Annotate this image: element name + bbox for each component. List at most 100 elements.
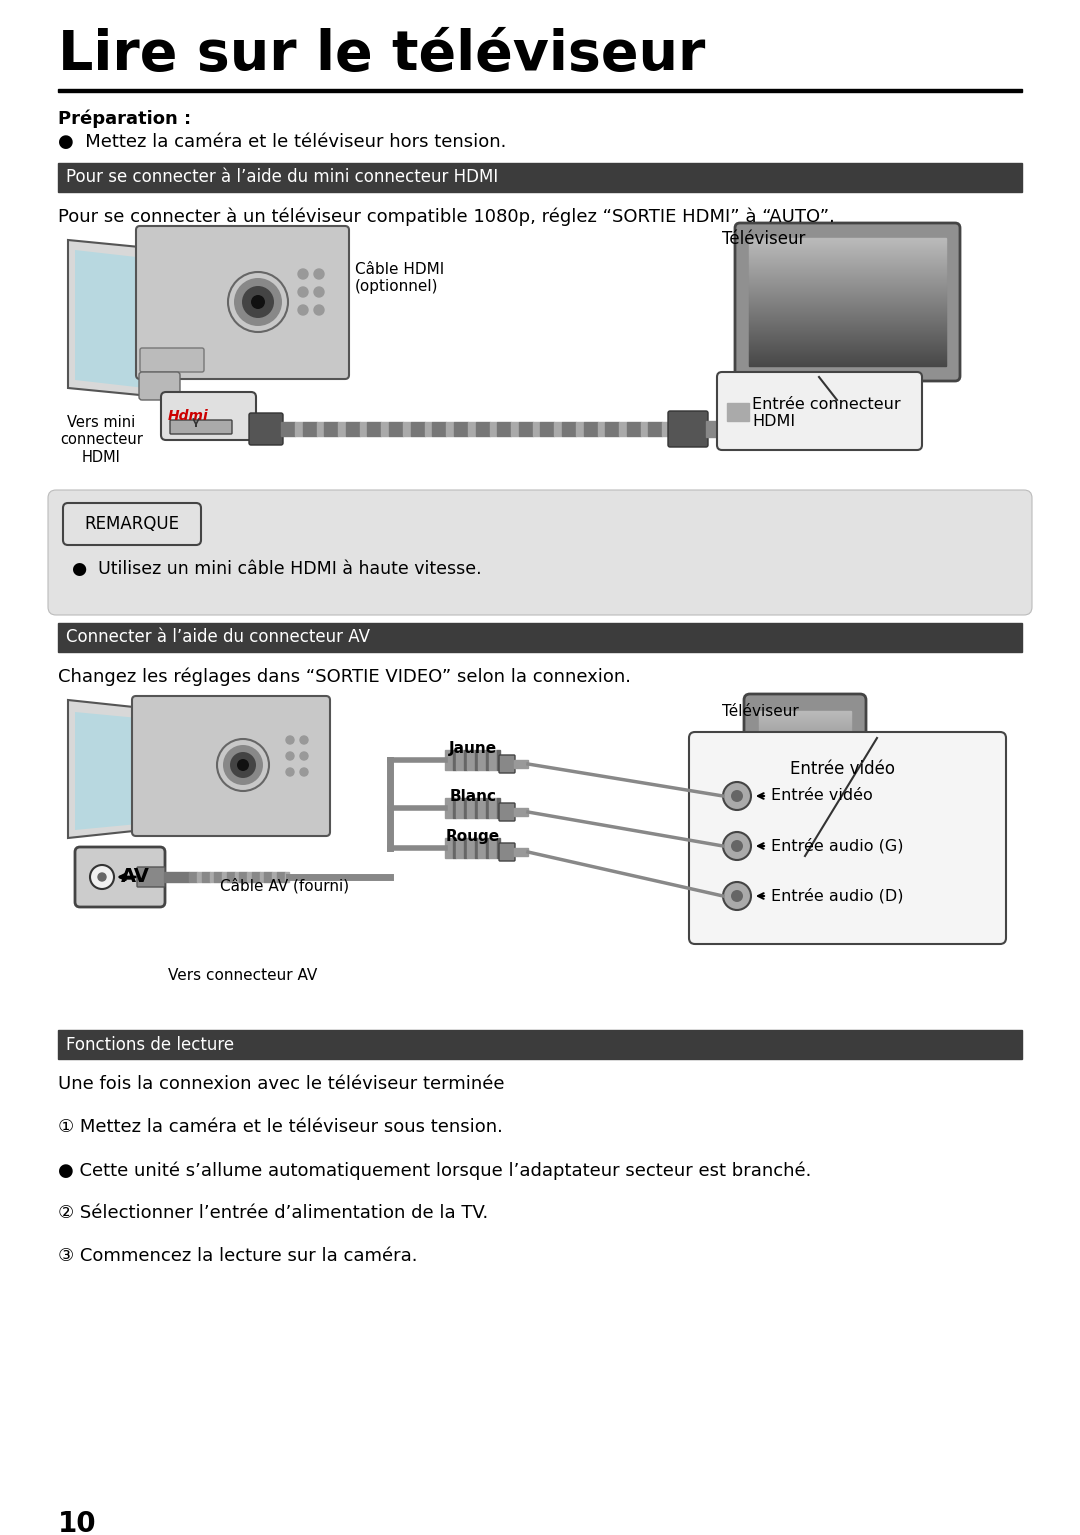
Polygon shape <box>68 239 150 396</box>
Bar <box>247 872 252 883</box>
Text: Entrée vidéo: Entrée vidéo <box>771 789 873 803</box>
FancyBboxPatch shape <box>140 348 204 371</box>
Bar <box>202 872 210 883</box>
Bar <box>576 422 583 436</box>
Bar <box>464 838 467 858</box>
Text: Fonctions de lecture: Fonctions de lecture <box>66 1036 234 1053</box>
Text: Connecter à l’aide du connecteur AV: Connecter à l’aide du connecteur AV <box>66 628 370 646</box>
FancyBboxPatch shape <box>170 421 232 434</box>
Text: ③ Commencez la lecture sur la caméra.: ③ Commencez la lecture sur la caméra. <box>58 1246 418 1265</box>
Circle shape <box>300 752 308 760</box>
FancyBboxPatch shape <box>161 391 256 441</box>
Circle shape <box>314 269 324 279</box>
Text: Hdmi: Hdmi <box>167 408 208 424</box>
Bar <box>58 1030 1022 1059</box>
Bar <box>540 422 554 436</box>
Bar <box>626 422 640 436</box>
Bar <box>727 404 750 421</box>
FancyBboxPatch shape <box>689 732 1005 944</box>
Circle shape <box>242 286 274 318</box>
Bar <box>324 422 338 436</box>
Bar <box>454 422 468 436</box>
Bar <box>829 371 865 385</box>
Polygon shape <box>68 700 143 838</box>
Bar <box>619 422 626 436</box>
FancyBboxPatch shape <box>669 411 708 447</box>
Text: Jaune: Jaune <box>449 741 497 757</box>
Bar <box>239 872 247 883</box>
Circle shape <box>314 305 324 315</box>
Text: Câble HDMI
(optionnel): Câble HDMI (optionnel) <box>355 262 444 295</box>
Circle shape <box>222 744 264 784</box>
Bar <box>554 422 562 436</box>
Bar <box>295 422 302 436</box>
Bar <box>497 798 500 818</box>
Polygon shape <box>75 250 145 388</box>
Bar <box>497 751 500 771</box>
Bar <box>478 798 486 818</box>
Bar <box>489 838 497 858</box>
Bar <box>467 838 475 858</box>
Bar <box>780 849 831 857</box>
Bar <box>475 751 478 771</box>
Bar <box>489 751 497 771</box>
Bar <box>478 751 486 771</box>
Bar <box>222 872 227 883</box>
Bar <box>532 422 540 436</box>
Circle shape <box>286 768 294 777</box>
Text: Entrée audio (G): Entrée audio (G) <box>771 838 904 853</box>
Circle shape <box>230 752 256 778</box>
Text: Câble AV (fourni): Câble AV (fourni) <box>220 878 349 893</box>
Text: Entrée vidéo: Entrée vidéo <box>789 760 895 778</box>
Bar <box>316 422 324 436</box>
FancyBboxPatch shape <box>499 843 515 861</box>
Bar <box>58 163 1022 192</box>
Bar <box>276 872 285 883</box>
FancyBboxPatch shape <box>499 803 515 821</box>
Text: Téléviseur: Téléviseur <box>723 705 799 718</box>
Polygon shape <box>75 712 138 830</box>
Bar <box>446 422 454 436</box>
Circle shape <box>300 735 308 744</box>
Bar <box>464 751 467 771</box>
Bar <box>389 422 403 436</box>
Circle shape <box>731 791 743 801</box>
Bar <box>367 422 381 436</box>
Circle shape <box>251 295 265 309</box>
Bar <box>453 798 456 818</box>
Circle shape <box>731 890 743 903</box>
Bar <box>662 422 670 436</box>
FancyBboxPatch shape <box>744 694 866 844</box>
Bar <box>489 798 497 818</box>
Bar <box>807 391 887 401</box>
Bar <box>706 421 724 437</box>
Bar <box>210 872 214 883</box>
Circle shape <box>723 883 751 910</box>
Text: ● Cette unité s’allume automatiquement lorsque l’adaptateur secteur est branché.: ● Cette unité s’allume automatiquement l… <box>58 1160 811 1179</box>
FancyBboxPatch shape <box>717 371 922 450</box>
Bar <box>259 872 264 883</box>
Bar <box>346 422 360 436</box>
Bar <box>58 89 1022 92</box>
Bar <box>467 798 475 818</box>
Bar <box>514 760 528 768</box>
Circle shape <box>298 269 308 279</box>
Text: 10: 10 <box>58 1510 96 1535</box>
Bar <box>281 422 295 436</box>
Text: Téléviseur: Téléviseur <box>723 230 806 249</box>
Bar <box>489 422 497 436</box>
Bar <box>285 872 289 883</box>
Text: ① Mettez la caméra et le téléviseur sous tension.: ① Mettez la caméra et le téléviseur sous… <box>58 1117 503 1136</box>
Bar <box>562 422 576 436</box>
Bar <box>338 422 346 436</box>
Bar <box>189 872 198 883</box>
Bar <box>432 422 446 436</box>
Circle shape <box>723 781 751 810</box>
Bar <box>302 422 316 436</box>
Bar <box>227 872 234 883</box>
Bar <box>264 872 272 883</box>
Bar <box>468 422 475 436</box>
FancyBboxPatch shape <box>735 223 960 381</box>
Circle shape <box>286 735 294 744</box>
Circle shape <box>298 305 308 315</box>
